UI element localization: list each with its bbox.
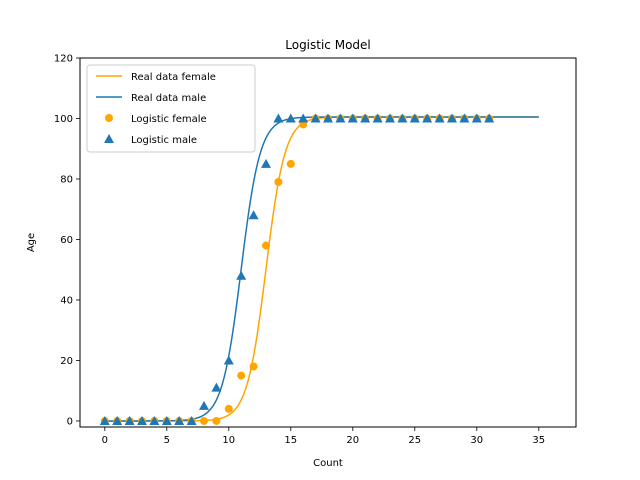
x-tick-label: 0	[102, 435, 108, 446]
legend-label: Real data female	[131, 72, 216, 83]
x-tick-label: 25	[408, 435, 421, 446]
scatter-point	[262, 241, 270, 250]
scatter-point	[112, 415, 123, 425]
legend-circle-swatch	[105, 114, 113, 122]
y-tick-label: 100	[54, 114, 73, 125]
scatter-point	[237, 371, 246, 380]
scatter-point	[99, 415, 110, 425]
scatter-point	[224, 404, 233, 413]
scatter-point	[286, 159, 295, 168]
legend-triangle-swatch	[104, 134, 114, 143]
legend-label: Real data male	[131, 93, 206, 104]
y-tick-label: 120	[54, 54, 73, 65]
scatter-point	[212, 416, 221, 425]
scatter-point	[459, 113, 470, 123]
axes-frame	[79, 57, 577, 428]
scatter-point	[261, 158, 271, 168]
y-tick-label: 0	[67, 416, 73, 427]
x-axis-label: Count	[313, 458, 343, 469]
scatter-point	[447, 113, 457, 123]
legend-item: Logistic male	[104, 134, 197, 146]
series-logistic-male	[99, 113, 495, 425]
y-tick-label: 80	[60, 174, 73, 185]
x-tick-label: 35	[532, 435, 545, 446]
y-tick-label: 20	[60, 356, 73, 367]
legend-item: Real data female	[96, 72, 216, 83]
x-tick-label: 5	[164, 435, 170, 446]
scatter-point	[323, 113, 333, 123]
scatter-point	[186, 415, 197, 425]
scatter-point	[335, 113, 346, 123]
scatter-point	[199, 400, 209, 410]
legend-label: Logistic male	[131, 135, 197, 146]
legend-label: Logistic female	[131, 114, 207, 125]
plot-area	[99, 113, 539, 425]
scatter-point	[409, 113, 420, 123]
scatter-point	[124, 415, 135, 425]
scatter-point	[385, 113, 395, 123]
scatter-point	[274, 178, 283, 187]
y-tick-label: 60	[60, 235, 73, 246]
chart-title: Logistic Model	[285, 38, 371, 52]
scatter-point	[471, 113, 482, 123]
scatter-point	[422, 113, 433, 123]
legend-item: Logistic female	[105, 114, 207, 125]
scatter-point	[236, 270, 247, 280]
scatter-point	[372, 113, 383, 123]
scatter-point	[174, 415, 185, 425]
scatter-point	[285, 113, 296, 123]
scatter-point	[397, 113, 408, 123]
scatter-point	[299, 120, 308, 129]
x-tick-label: 30	[470, 435, 483, 446]
scatter-point	[211, 382, 222, 392]
scatter-point	[223, 355, 234, 365]
y-axis: 0 20 40 60 80 100 120	[54, 54, 80, 427]
x-tick-label: 20	[346, 435, 359, 446]
x-axis: 0 5 10 15 20 25 30 35	[102, 427, 545, 446]
x-tick-label: 15	[284, 435, 297, 446]
legend-box	[86, 64, 256, 153]
scatter-point	[434, 113, 445, 123]
scatter-point	[137, 415, 147, 425]
scatter-point	[161, 415, 172, 425]
scatter-point	[298, 113, 309, 123]
y-tick-label: 40	[60, 295, 73, 306]
x-tick-label: 10	[222, 435, 235, 446]
scatter-point	[360, 113, 371, 123]
legend: Real data female Real data male Logistic f…	[86, 64, 256, 153]
scatter-point	[248, 210, 259, 220]
scatter-point	[149, 415, 160, 425]
scatter-point	[347, 113, 358, 123]
scatter-point	[200, 416, 208, 425]
legend-item: Real data male	[96, 93, 206, 104]
scatter-point	[249, 362, 258, 371]
scatter-point	[310, 113, 321, 123]
y-axis-label: Age	[26, 233, 37, 252]
scatter-point	[273, 113, 284, 123]
scatter-point	[484, 113, 495, 123]
